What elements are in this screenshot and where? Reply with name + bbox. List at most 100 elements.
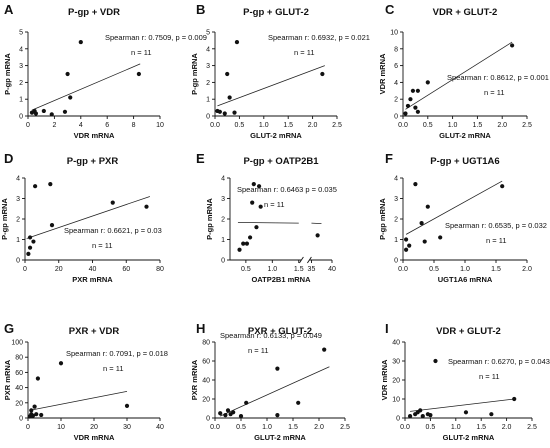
x-tick-label: 2.5 — [332, 122, 342, 129]
data-point — [489, 412, 494, 417]
regression-line — [26, 196, 151, 239]
x-tick-label: 0.5 — [236, 424, 246, 431]
data-point — [251, 182, 256, 187]
data-point — [250, 200, 255, 205]
y-tick-label: 3 — [19, 63, 23, 70]
x-axis-label: GLUT-2 mRNA — [254, 433, 306, 442]
y-tick-label: 0 — [394, 258, 398, 265]
data-point — [26, 251, 31, 256]
panel-title: P-gp + GLUT-2 — [243, 7, 309, 18]
x-tick-label: 1.5 — [288, 424, 298, 431]
y-tick-label: 8 — [394, 46, 398, 53]
x-tick-label: 40 — [89, 266, 97, 273]
spearman-stat: Spearman r: 0.7509, p = 0.009 — [105, 33, 207, 42]
data-point — [296, 400, 301, 405]
data-point — [258, 204, 263, 209]
x-tick-label: 0 — [26, 122, 30, 129]
sample-size: n = 11 — [248, 346, 269, 355]
x-tick-label: 1.5 — [283, 122, 293, 129]
data-point — [33, 111, 39, 116]
y-tick-label: 40 — [15, 385, 23, 392]
regression-line — [220, 366, 330, 417]
x-tick-label: 2.0 — [522, 266, 532, 273]
x-tick-label: 1.5 — [294, 266, 304, 273]
data-point — [275, 413, 280, 418]
data-point — [315, 233, 320, 238]
panel-e: E P-gp + OATP2B1 0 1 2 3 4 0.5 1.0 1.5 35 40 OATP2B1… — [196, 151, 337, 284]
sample-size: n = 11 — [484, 88, 505, 97]
data-point — [33, 184, 38, 189]
data-point — [407, 414, 413, 419]
y-axis-label: P-gp mRNA — [190, 53, 199, 95]
y-tick-label: 10 — [390, 30, 398, 37]
panel-title: P-gp + OATP2B1 — [243, 156, 319, 167]
panel-letter: C — [385, 2, 395, 17]
y-tick-label: 10 — [392, 397, 400, 404]
panel-h: H PXR + GLUT-2 0 20 40 60 80 0.0 0.5 1.0 1.5 2.0 2.5… — [190, 321, 350, 442]
y-tick-label: 2 — [16, 217, 20, 224]
y-tick-label: 4 — [206, 46, 210, 53]
x-tick-label: 1.0 — [451, 424, 461, 431]
y-axis-label: P-gp mRNA — [0, 198, 9, 240]
y-axis-label: VDR mRNA — [380, 359, 389, 400]
panel-title: PXR + VDR — [69, 326, 120, 337]
sample-size: n = 11 — [486, 236, 507, 245]
regression-line — [405, 41, 513, 110]
data-point — [408, 97, 413, 102]
x-tick-label: 80 — [156, 266, 164, 273]
x-axis-label: GLUT-2 mRNA — [250, 131, 302, 140]
x-axis-label: GLUT-2 mRNA — [439, 131, 491, 140]
y-tick-label: 4 — [221, 176, 225, 183]
data-point — [62, 109, 68, 114]
data-point — [425, 204, 430, 209]
y-tick-label: 0 — [16, 258, 20, 265]
y-tick-label: 20 — [202, 397, 210, 404]
regression-line — [31, 63, 141, 111]
data-point — [322, 347, 327, 352]
regression-line — [311, 222, 322, 224]
data-point — [241, 241, 246, 246]
y-tick-label: 60 — [202, 359, 210, 366]
spearman-stat: Spearman r: 0.7091, p = 0.018 — [66, 349, 168, 358]
x-tick-label: 0.0 — [210, 122, 220, 129]
spearman-stat: Spearman r: 0.6270, p = 0.043 — [448, 357, 550, 366]
y-tick-label: 2 — [394, 217, 398, 224]
x-tick-label: 1.5 — [473, 122, 483, 129]
y-tick-label: 30 — [392, 359, 400, 366]
data-point — [217, 109, 222, 114]
data-point — [225, 71, 230, 77]
x-axis-label: PXR mRNA — [72, 275, 113, 284]
x-tick-label: 8 — [132, 122, 136, 129]
x-tick-label: 1.5 — [491, 266, 501, 273]
panel-c: C VDR + GLUT-2 0 2 4 6 8 10 0.0 0.5 1.0 1.5 2.0 2.5 GL… — [378, 2, 549, 140]
y-axis-label: P-gp mRNA — [3, 53, 12, 95]
spearman-stat: Spearman r: 0.6621, p = 0.03 — [64, 226, 162, 235]
panel-letter: B — [196, 2, 205, 17]
data-point — [232, 110, 237, 115]
panel-g: G PXR + VDR 0 20 40 60 80 100 0 10 20 30 40 VDR mRNA P… — [3, 321, 168, 442]
axis-break-mark — [307, 256, 312, 264]
x-tick-label: 0.0 — [210, 424, 220, 431]
data-point — [405, 103, 411, 109]
x-tick-label: 2.0 — [497, 122, 507, 129]
data-point — [413, 105, 418, 110]
data-point — [254, 225, 259, 230]
panel-letter: I — [385, 321, 389, 336]
data-point — [238, 414, 244, 419]
x-tick-label: 20 — [55, 266, 63, 273]
x-tick-label: 0.5 — [429, 266, 439, 273]
data-point — [425, 80, 430, 85]
panel-letter: A — [4, 2, 14, 17]
data-point — [428, 413, 433, 418]
data-point — [222, 111, 227, 116]
x-tick-label: 40 — [328, 266, 336, 273]
panel-letter: H — [196, 321, 205, 336]
panel-title: VDR + GLUT-2 — [433, 7, 498, 18]
y-tick-label: 0 — [206, 114, 210, 121]
data-point — [78, 39, 83, 45]
x-tick-label: 0.5 — [426, 424, 436, 431]
regression-line — [405, 180, 503, 235]
data-point — [49, 112, 54, 117]
